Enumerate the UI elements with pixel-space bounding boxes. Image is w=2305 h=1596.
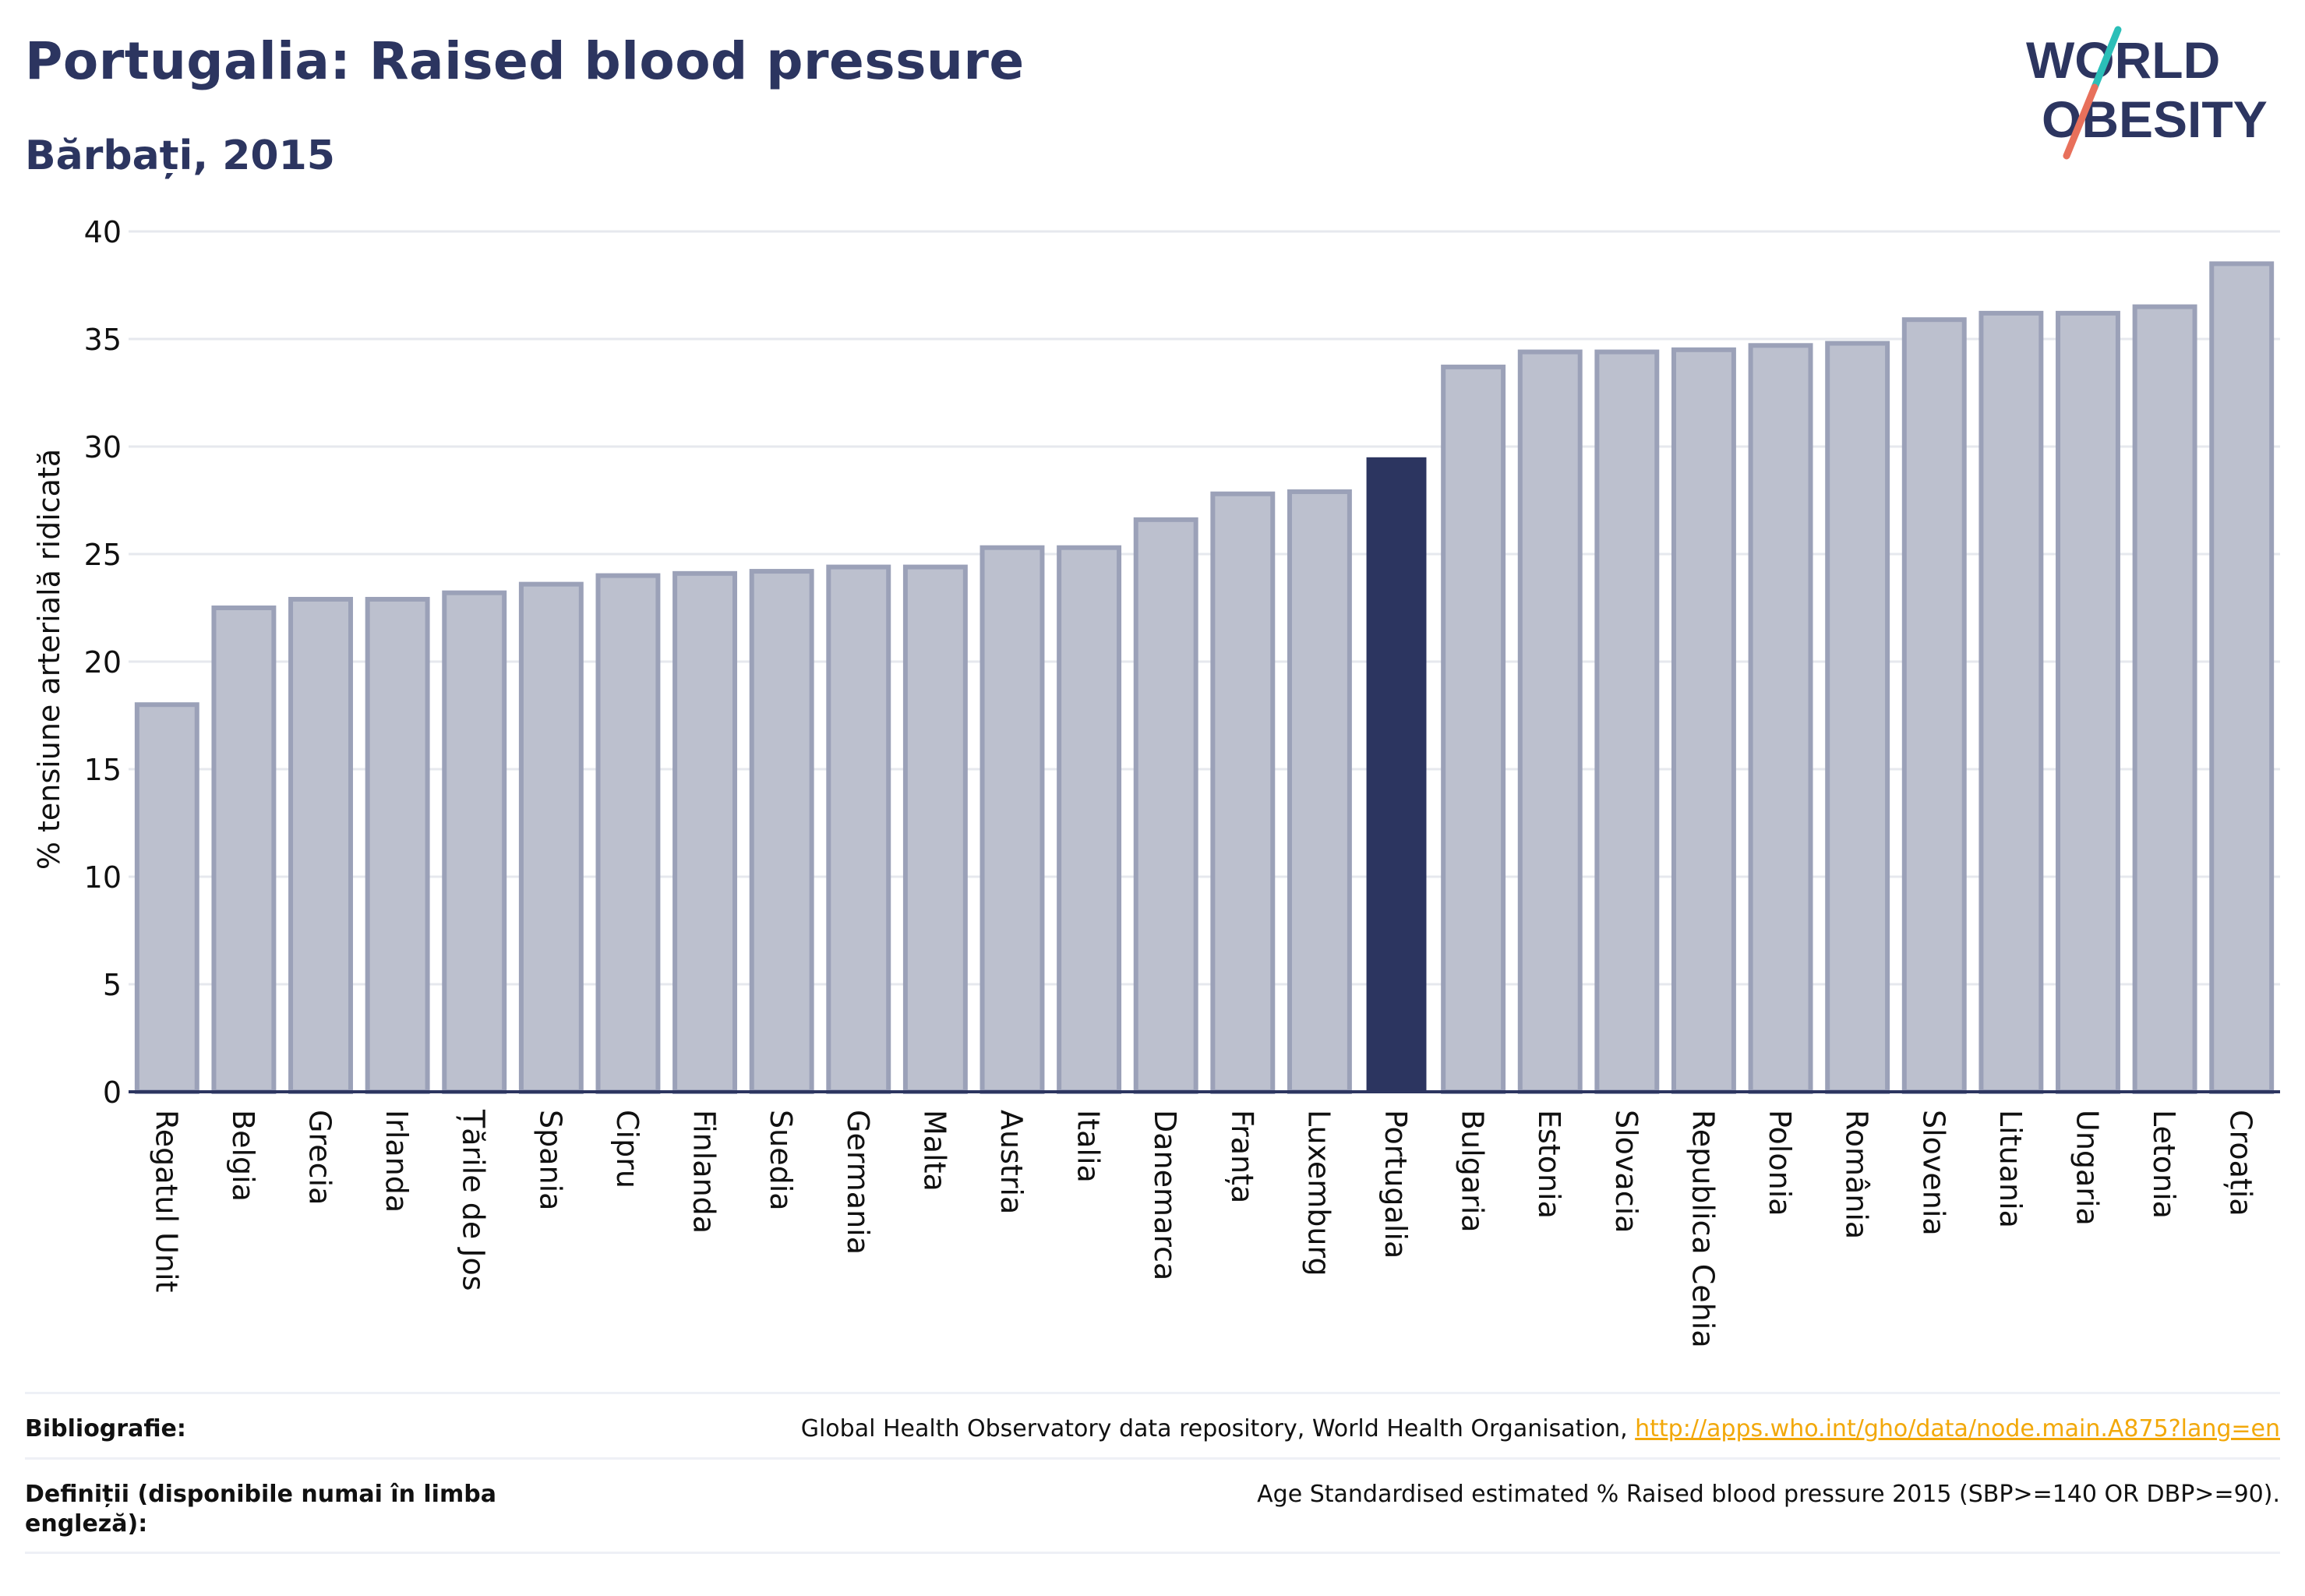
- bibliography-value: Global Health Observatory data repositor…: [801, 1414, 2280, 1444]
- x-tick-label: Austria: [994, 1110, 1029, 1214]
- bar-bulgaria: [1441, 364, 1506, 1094]
- chart-subtitle: Bărbați, 2015: [25, 132, 335, 179]
- bibliography-row: Bibliografie: Global Health Observatory …: [25, 1392, 2280, 1457]
- chart-title: Portugalia: Raised blood pressure: [25, 31, 1025, 91]
- bar-malta: [902, 564, 968, 1094]
- y-tick-label: 10: [84, 860, 122, 895]
- bar-republica-cehia: [1671, 347, 1736, 1094]
- bar-croa-ia: [2209, 261, 2275, 1094]
- y-axis-label: % tensiune arterială ridicată: [32, 449, 66, 870]
- bar-irlanda: [365, 596, 430, 1094]
- y-tick-label: 30: [84, 430, 122, 464]
- bar-estonia: [1517, 349, 1583, 1094]
- x-tick-label: Țările de Jos: [457, 1109, 491, 1291]
- bar-suedia: [749, 569, 814, 1094]
- x-tick-label: Lituania: [1993, 1110, 2028, 1228]
- bar-lituania: [1978, 310, 2044, 1094]
- definitions-text: Age Standardised estimated % Raised bloo…: [1257, 1481, 2280, 1508]
- bar-luxemburg: [1287, 489, 1352, 1094]
- bar-spania: [518, 581, 584, 1094]
- x-axis-ticks: Regatul Unit Belgia Grecia Irlanda Țările de…: [149, 1109, 2257, 1348]
- x-tick-label: Polonia: [1763, 1110, 1797, 1216]
- x-tick-label: Spania: [533, 1110, 567, 1210]
- x-tick-label: Letonia: [2147, 1110, 2181, 1219]
- y-tick-label: 25: [84, 538, 122, 572]
- logo-slash-top: [2091, 26, 2122, 91]
- bar--rile-de-jos: [442, 590, 507, 1094]
- chart-footer: Bibliografie: Global Health Observatory …: [25, 1392, 2280, 1554]
- x-tick-label: Grecia: [303, 1110, 337, 1205]
- y-tick-label: 20: [84, 645, 122, 680]
- bar-letonia: [2132, 304, 2197, 1095]
- y-tick-label: 15: [84, 753, 122, 787]
- bar-ungaria: [2056, 310, 2120, 1094]
- y-axis-ticks: 0 5 10 15 20 25 30 35 40: [84, 215, 122, 1110]
- y-tick-label: 40: [84, 215, 122, 249]
- bar-slovacia: [1594, 349, 1660, 1094]
- x-tick-label: Danemarca: [1148, 1110, 1182, 1280]
- bibliography-label: Bibliografie:: [25, 1415, 186, 1442]
- bar-chart: 0 5 10 15 20 25 30 35 40 Regatul Unit Belgia Greci…: [32, 215, 2280, 1348]
- bibliography-link[interactable]: http://apps.who.int/gho/data/node.main.A…: [1635, 1415, 2280, 1442]
- x-tick-label: Germania: [841, 1110, 875, 1255]
- x-tick-label: Franța: [1225, 1110, 1259, 1203]
- x-tick-label: Ungaria: [2070, 1110, 2104, 1226]
- bar-germania: [826, 564, 891, 1094]
- x-tick-label: Finlanda: [687, 1110, 722, 1234]
- world-obesity-logo: WORLD OBESITY: [2026, 26, 2268, 160]
- x-tick-label: Slovacia: [1609, 1110, 1643, 1233]
- bar-italia: [1057, 545, 1122, 1094]
- y-tick-label: 35: [84, 323, 122, 357]
- x-tick-label: Irlanda: [379, 1110, 414, 1213]
- x-tick-label: Bulgaria: [1456, 1110, 1490, 1233]
- x-tick-label: Belgia: [226, 1110, 260, 1202]
- x-tick-label: Malta: [917, 1110, 951, 1192]
- x-tick-label: Regatul Unit: [149, 1110, 183, 1292]
- x-tick-label: Cipru: [610, 1110, 644, 1188]
- logo-slash-bottom: [2063, 83, 2099, 160]
- x-tick-label: Republica Cehia: [1686, 1110, 1720, 1348]
- bar-grecia: [288, 596, 353, 1094]
- definitions-label: Definiții (disponibile numai în limba en…: [25, 1481, 496, 1538]
- definitions-row: Definiții (disponibile numai în limba en…: [25, 1457, 2280, 1554]
- x-tick-label: Estonia: [1532, 1110, 1566, 1219]
- x-tick-label: Italia: [1071, 1110, 1106, 1183]
- bar-portugalia: [1366, 457, 1427, 1092]
- x-tick-label: Slovenia: [1916, 1110, 1950, 1236]
- bar-cipru: [595, 573, 661, 1094]
- bar-belgia: [211, 606, 277, 1094]
- bar-finlanda: [672, 570, 738, 1094]
- bar-rom-nia: [1825, 341, 1890, 1094]
- bar-austria: [980, 545, 1045, 1094]
- bar-polonia: [1748, 343, 1813, 1094]
- x-tick-label: Croația: [2224, 1110, 2258, 1216]
- bar-fran-a: [1210, 491, 1276, 1094]
- x-tick-label: Luxemburg: [1301, 1110, 1336, 1276]
- x-tick-label: Portugalia: [1378, 1110, 1413, 1259]
- x-tick-label: Suedia: [764, 1110, 798, 1211]
- bar-slovenia: [1901, 317, 1967, 1095]
- bars: [134, 261, 2275, 1095]
- x-tick-label: România: [1840, 1110, 1874, 1239]
- bibliography-text: Global Health Observatory data repositor…: [800, 1415, 1636, 1442]
- logo-word-world: WORLD: [2026, 31, 2220, 89]
- bar-danemarca: [1133, 517, 1198, 1094]
- y-tick-label: 0: [103, 1075, 122, 1110]
- y-tick-label: 5: [103, 968, 122, 1002]
- bar-regatul-unit: [134, 702, 199, 1094]
